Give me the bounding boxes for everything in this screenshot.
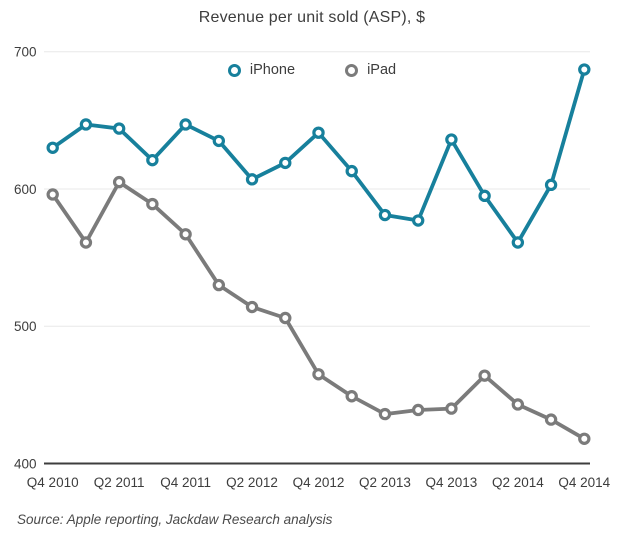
iphone-data-point xyxy=(312,126,325,139)
iphone-data-point xyxy=(345,164,358,178)
iphone-data-point xyxy=(46,141,59,154)
ipad-data-point xyxy=(345,390,358,403)
iphone-data-point xyxy=(179,118,192,131)
x-tick-label: Q4 2012 xyxy=(293,475,345,490)
x-tick-label: Q2 2012 xyxy=(226,475,278,490)
iphone-data-point xyxy=(511,236,525,249)
ipad-data-point xyxy=(378,407,392,421)
ipad-data-point xyxy=(445,402,458,415)
x-tick-label: Q4 2010 xyxy=(27,475,79,490)
iphone-data-point xyxy=(578,63,591,76)
ipad-data-point xyxy=(411,403,425,417)
iphone-data-point xyxy=(378,208,392,222)
iphone-data-point xyxy=(146,153,159,167)
ipad-data-point xyxy=(112,175,126,189)
ipad-data-point xyxy=(578,432,591,446)
iphone-data-point xyxy=(544,178,558,192)
iphone-data-point xyxy=(411,214,425,227)
x-tick-label: Q4 2013 xyxy=(426,475,478,490)
iphone-data-point xyxy=(445,133,458,146)
iphone-data-point xyxy=(112,122,126,135)
ipad-data-point xyxy=(212,278,226,292)
iphone-data-point xyxy=(279,156,292,170)
source-attribution: Source: Apple reporting, Jackdaw Researc… xyxy=(17,512,333,527)
x-tick-label: Q2 2014 xyxy=(492,475,544,490)
ipad-data-point xyxy=(245,300,259,314)
x-tick-label: Q4 2011 xyxy=(160,475,211,490)
ipad-data-point xyxy=(46,188,59,201)
ipad-data-point xyxy=(179,228,192,241)
y-tick-label: 600 xyxy=(14,182,37,197)
iphone-data-point xyxy=(79,118,93,131)
iphone-data-point xyxy=(478,189,491,203)
y-tick-label: 400 xyxy=(14,456,37,471)
ipad-data-point xyxy=(312,368,325,381)
ipad-data-point xyxy=(279,311,292,325)
x-tick-label: Q2 2013 xyxy=(359,475,411,490)
x-tick-label: Q4 2014 xyxy=(558,475,610,490)
y-tick-label: 500 xyxy=(14,319,37,334)
ipad-data-point xyxy=(511,398,525,411)
ipad-data-point xyxy=(544,413,558,426)
ipad-data-point xyxy=(79,236,93,249)
iphone-line xyxy=(50,67,587,245)
x-tick-label: Q2 2011 xyxy=(94,475,145,490)
iphone-data-point xyxy=(245,173,259,186)
ipad-data-point xyxy=(146,197,159,211)
iphone-data-point xyxy=(212,134,226,148)
chart-title: Revenue per unit sold (ASP), $ xyxy=(198,9,426,26)
y-tick-label: 700 xyxy=(14,45,37,60)
ipad-data-point xyxy=(478,369,491,382)
